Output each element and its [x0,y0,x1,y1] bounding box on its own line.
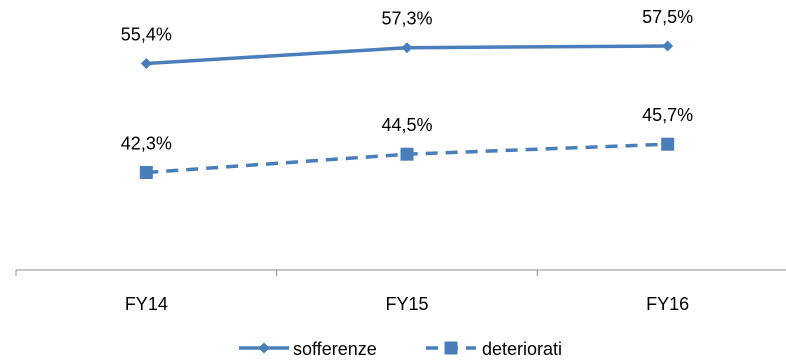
data-point [401,42,413,54]
legend-item-deteriorati: deteriorati [426,339,562,359]
data-point [140,58,152,69]
data-point [662,40,674,52]
legend: sofferenze deteriorati [239,339,562,359]
data-point [661,137,675,151]
data-label: 57,5% [642,7,693,27]
legend-label: sofferenze [293,339,377,359]
x-tick-label: FY16 [646,294,689,314]
data-labels: 55,4% 57,3% 57,5% 42,3% 44,5% 45,7% [121,7,693,153]
data-label: 57,3% [381,9,432,29]
data-point [400,147,414,161]
x-axis [15,269,786,276]
data-label: 55,4% [121,25,172,45]
x-tick-label: FY14 [125,294,168,314]
series-sofferenze [140,40,674,69]
x-tick-labels: FY14 FY15 FY16 [125,294,689,314]
series-layer [139,40,675,179]
data-label: 42,3% [121,134,172,154]
legend-marker [444,341,458,355]
data-label: 45,7% [642,105,693,125]
series-deteriorati [139,137,675,179]
data-point [139,166,153,179]
data-label: 44,5% [381,115,432,135]
legend-label: deteriorati [482,339,562,359]
legend-marker [258,342,270,354]
legend-item-sofferenze: sofferenze [239,339,377,359]
x-tick-label: FY15 [385,294,428,314]
